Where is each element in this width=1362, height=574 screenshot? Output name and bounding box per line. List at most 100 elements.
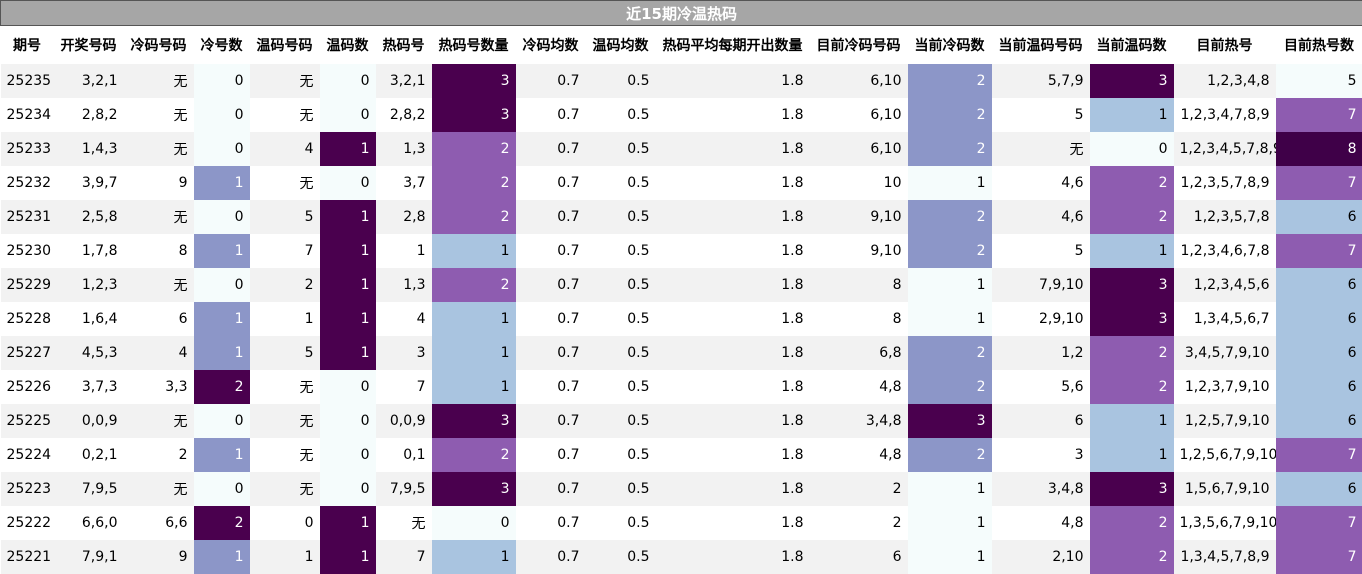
table-cell: 1.8 <box>656 506 810 540</box>
table-cell: 2 <box>1090 200 1174 234</box>
table-cell: 0 <box>194 472 250 506</box>
table-cell: 0.5 <box>586 200 656 234</box>
table-cell: 3 <box>432 98 516 132</box>
table-cell: 1 <box>908 506 992 540</box>
table-cell: 1 <box>1090 98 1174 132</box>
column-header: 温码号码 <box>250 26 320 65</box>
table-cell: 2 <box>1090 370 1174 404</box>
table-cell: 1,2,5,7,9,10 <box>1174 404 1276 438</box>
table-cell: 无 <box>250 438 320 472</box>
table-cell: 6 <box>124 302 194 336</box>
table-cell: 7 <box>1276 234 1362 268</box>
table-cell: 1 <box>320 268 376 302</box>
column-header: 当前温码数 <box>1090 26 1174 65</box>
table-cell: 无 <box>250 472 320 506</box>
table-cell: 6,8 <box>810 336 908 370</box>
table-cell: 1.8 <box>656 336 810 370</box>
table-cell: 2,5,8 <box>54 200 124 234</box>
table-cell: 1 <box>908 540 992 574</box>
table-cell: 0.5 <box>586 64 656 98</box>
table-cell: 1,3,4,5,6,7 <box>1174 302 1276 336</box>
table-cell: 无 <box>124 64 194 98</box>
table-cell: 2 <box>432 132 516 166</box>
table-cell: 5,6 <box>992 370 1090 404</box>
table-cell: 9,10 <box>810 234 908 268</box>
table-cell: 0.7 <box>516 472 586 506</box>
table-cell: 4 <box>124 336 194 370</box>
table-cell: 1,3,5,6,7,9,10 <box>1174 506 1276 540</box>
table-cell: 1,4,3 <box>54 132 124 166</box>
table-cell: 2 <box>1090 336 1174 370</box>
table-cell: 1 <box>194 302 250 336</box>
table-cell: 25221 <box>1 540 54 574</box>
column-header: 热码号 <box>376 26 432 65</box>
table-cell: 4 <box>250 132 320 166</box>
table-cell: 1 <box>432 336 516 370</box>
table-cell: 1,6,4 <box>54 302 124 336</box>
table-cell: 6 <box>1276 370 1362 404</box>
table-cell: 3 <box>1090 268 1174 302</box>
table-cell: 1 <box>1090 234 1174 268</box>
table-cell: 25229 <box>1 268 54 302</box>
table-cell: 4,8 <box>992 506 1090 540</box>
table-cell: 1 <box>432 302 516 336</box>
table-cell: 无 <box>124 472 194 506</box>
table-cell: 1 <box>908 166 992 200</box>
table-title: 近15期冷温热码 <box>1 1 1362 26</box>
table-cell: 2 <box>908 234 992 268</box>
table-cell: 1.8 <box>656 98 810 132</box>
table-cell: 0 <box>320 64 376 98</box>
table-cell: 0.7 <box>516 506 586 540</box>
table-cell: 25222 <box>1 506 54 540</box>
table-cell: 0 <box>320 166 376 200</box>
table-cell: 2 <box>194 370 250 404</box>
table-cell: 1 <box>320 336 376 370</box>
table-cell: 1,2,3,4,8 <box>1174 64 1276 98</box>
table-cell: 1,2,3,5,7,8,9 <box>1174 166 1276 200</box>
table-cell: 0.5 <box>586 302 656 336</box>
table-cell: 0 <box>320 472 376 506</box>
table-cell: 1,2 <box>992 336 1090 370</box>
table-cell: 2 <box>810 472 908 506</box>
table-cell: 0,2,1 <box>54 438 124 472</box>
column-header: 当前冷码数 <box>908 26 992 65</box>
column-header: 温码均数 <box>586 26 656 65</box>
table-cell: 6 <box>1276 472 1362 506</box>
table-cell: 1 <box>320 540 376 574</box>
table-cell: 6 <box>1276 268 1362 302</box>
table-cell: 0 <box>320 404 376 438</box>
table-cell: 25234 <box>1 98 54 132</box>
table-cell: 2 <box>908 336 992 370</box>
table-cell: 3 <box>908 404 992 438</box>
table-cell: 无 <box>124 98 194 132</box>
table-cell: 0.5 <box>586 336 656 370</box>
column-header: 当前温码号码 <box>992 26 1090 65</box>
column-header: 目前热号数 <box>1276 26 1362 65</box>
column-header: 目前热号 <box>1174 26 1276 65</box>
table-cell: 0.7 <box>516 370 586 404</box>
table-cell: 0.5 <box>586 506 656 540</box>
table-cell: 无 <box>250 166 320 200</box>
table-cell: 1.8 <box>656 234 810 268</box>
table-cell: 25233 <box>1 132 54 166</box>
table-cell: 0.7 <box>516 200 586 234</box>
table-cell: 4,6 <box>992 166 1090 200</box>
table-cell: 1.8 <box>656 268 810 302</box>
table-cell: 25226 <box>1 370 54 404</box>
table-cell: 1 <box>908 302 992 336</box>
table-cell: 无 <box>124 404 194 438</box>
table-cell: 1 <box>320 234 376 268</box>
table-cell: 0.7 <box>516 302 586 336</box>
table-cell: 10 <box>810 166 908 200</box>
table-cell: 1.8 <box>656 166 810 200</box>
table-cell: 7 <box>1276 98 1362 132</box>
table-cell: 2 <box>908 200 992 234</box>
table-cell: 3 <box>432 472 516 506</box>
table-cell: 1 <box>1090 438 1174 472</box>
table-cell: 25225 <box>1 404 54 438</box>
table-cell: 1.8 <box>656 404 810 438</box>
